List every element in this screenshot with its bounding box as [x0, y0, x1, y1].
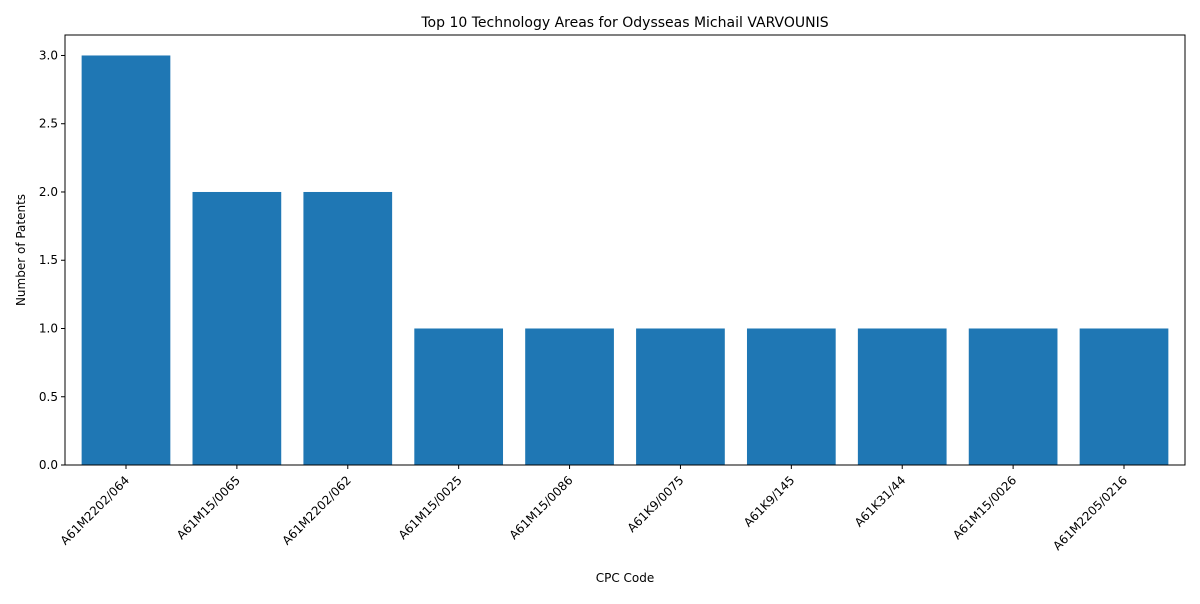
y-axis-label: Number of Patents	[14, 194, 28, 306]
bar	[636, 328, 725, 465]
bar	[747, 328, 836, 465]
x-tick-label: A61K9/145	[741, 473, 798, 530]
y-tick-label: 3.0	[39, 48, 58, 62]
x-tick-label: A61M15/0025	[396, 473, 465, 542]
x-tick-label: A61M15/0086	[507, 473, 576, 542]
bars	[82, 55, 1169, 465]
y-tick-label: 2.5	[39, 117, 58, 131]
x-tick-label: A61M15/0065	[174, 473, 243, 542]
x-axis: A61M2202/064 A61M15/0065 A61M2202/062 A61M1…	[58, 465, 1130, 553]
bar	[525, 328, 614, 465]
x-tick-label: A61M2205/0216	[1050, 473, 1130, 553]
y-tick-label: 2.0	[39, 185, 58, 199]
bar	[193, 192, 282, 465]
x-tick-label: A61M15/0026	[950, 473, 1019, 542]
x-tick-label: A61K31/44	[852, 473, 909, 530]
x-tick-label: A61K9/0075	[625, 473, 687, 535]
y-tick-label: 1.5	[39, 253, 58, 267]
y-tick-label: 0.0	[39, 458, 58, 472]
bar	[969, 328, 1058, 465]
y-tick-label: 0.5	[39, 390, 58, 404]
bar	[303, 192, 392, 465]
chart-title: Top 10 Technology Areas for Odysseas Mic…	[420, 15, 828, 31]
x-tick-label: A61M2202/062	[279, 473, 353, 547]
bar	[1080, 328, 1169, 465]
bar	[858, 328, 947, 465]
x-tick-label: A61M2202/064	[58, 473, 132, 547]
bar	[82, 55, 171, 465]
y-tick-label: 1.0	[39, 321, 58, 335]
bar	[414, 328, 503, 465]
y-axis: 0.0 0.5 1.0 1.5 2.0 2.5 3.0	[39, 48, 65, 472]
x-axis-label: CPC Code	[596, 571, 655, 585]
